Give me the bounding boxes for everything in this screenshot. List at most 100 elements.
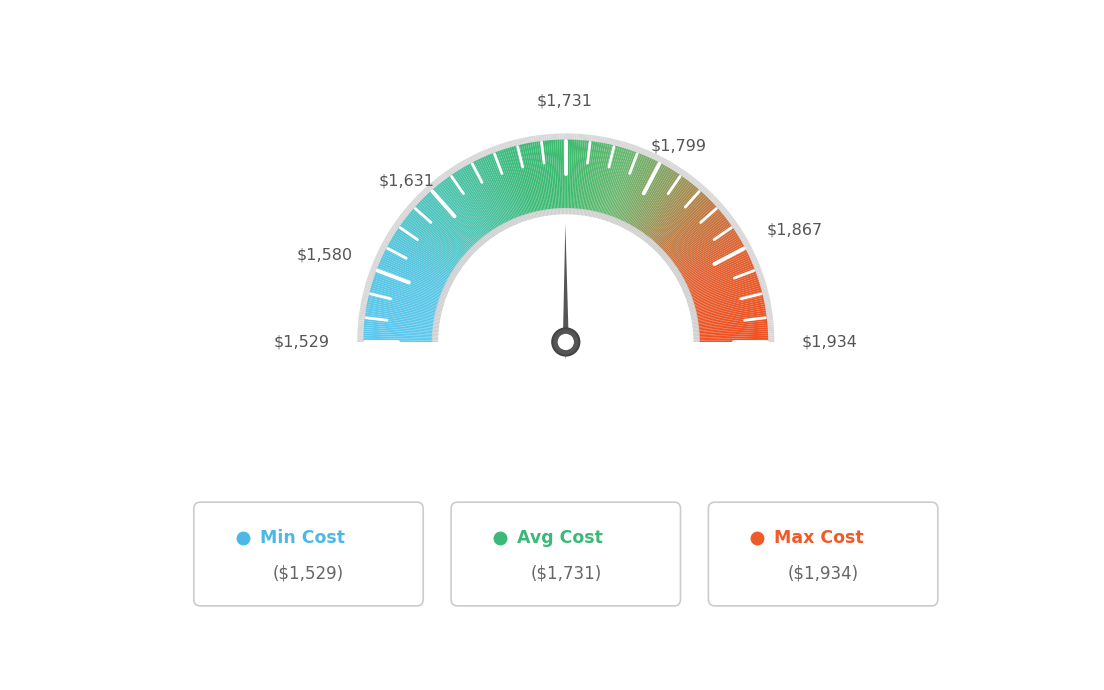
Wedge shape xyxy=(493,146,498,153)
Wedge shape xyxy=(612,217,615,224)
Wedge shape xyxy=(602,137,605,144)
Wedge shape xyxy=(510,219,514,226)
Wedge shape xyxy=(684,295,692,299)
Wedge shape xyxy=(649,185,694,239)
Wedge shape xyxy=(457,170,496,230)
Wedge shape xyxy=(382,241,390,247)
Wedge shape xyxy=(379,264,443,292)
Wedge shape xyxy=(496,227,500,234)
Wedge shape xyxy=(500,224,505,231)
Wedge shape xyxy=(367,302,435,317)
FancyBboxPatch shape xyxy=(194,502,423,606)
Wedge shape xyxy=(665,160,670,168)
Wedge shape xyxy=(518,217,521,224)
Wedge shape xyxy=(575,140,583,209)
Wedge shape xyxy=(411,210,465,256)
Wedge shape xyxy=(400,225,457,266)
Wedge shape xyxy=(435,311,442,314)
Wedge shape xyxy=(670,266,677,270)
Wedge shape xyxy=(683,248,746,282)
Wedge shape xyxy=(629,164,664,225)
Wedge shape xyxy=(546,140,554,209)
Wedge shape xyxy=(735,230,743,236)
Wedge shape xyxy=(511,146,531,214)
Wedge shape xyxy=(523,144,540,212)
Wedge shape xyxy=(537,141,548,210)
Wedge shape xyxy=(457,262,464,267)
Wedge shape xyxy=(448,276,455,281)
Wedge shape xyxy=(533,136,537,144)
Wedge shape xyxy=(681,285,688,289)
Wedge shape xyxy=(607,150,630,216)
Wedge shape xyxy=(371,265,379,270)
Wedge shape xyxy=(433,329,439,331)
Wedge shape xyxy=(375,271,440,297)
Wedge shape xyxy=(422,190,428,197)
Wedge shape xyxy=(654,190,701,243)
Wedge shape xyxy=(628,225,633,232)
Wedge shape xyxy=(596,212,599,219)
Wedge shape xyxy=(687,302,694,305)
Wedge shape xyxy=(364,319,434,328)
Wedge shape xyxy=(493,228,499,235)
Wedge shape xyxy=(563,208,564,215)
Wedge shape xyxy=(479,151,484,159)
Wedge shape xyxy=(370,290,437,309)
Wedge shape xyxy=(698,317,767,326)
Wedge shape xyxy=(692,180,699,187)
Wedge shape xyxy=(461,257,468,262)
Wedge shape xyxy=(652,244,659,250)
Wedge shape xyxy=(432,335,439,337)
Wedge shape xyxy=(532,142,545,210)
Wedge shape xyxy=(470,247,476,253)
Wedge shape xyxy=(364,323,433,331)
Wedge shape xyxy=(584,141,595,210)
Wedge shape xyxy=(692,335,700,337)
Wedge shape xyxy=(359,316,367,319)
Wedge shape xyxy=(599,146,618,213)
Wedge shape xyxy=(569,208,570,215)
Wedge shape xyxy=(363,337,433,341)
Wedge shape xyxy=(689,310,697,313)
Wedge shape xyxy=(364,286,372,290)
Wedge shape xyxy=(635,230,640,236)
Wedge shape xyxy=(567,133,570,141)
Wedge shape xyxy=(705,191,712,198)
Wedge shape xyxy=(640,148,645,156)
Wedge shape xyxy=(595,144,612,213)
Wedge shape xyxy=(650,241,656,248)
Wedge shape xyxy=(604,137,607,145)
Wedge shape xyxy=(604,214,607,221)
Wedge shape xyxy=(661,200,712,250)
Wedge shape xyxy=(692,332,700,334)
Wedge shape xyxy=(641,149,647,157)
Wedge shape xyxy=(737,234,745,239)
Wedge shape xyxy=(651,153,657,161)
Wedge shape xyxy=(687,258,751,288)
Wedge shape xyxy=(432,333,439,335)
Wedge shape xyxy=(687,256,750,286)
Wedge shape xyxy=(645,237,650,243)
Wedge shape xyxy=(595,136,598,144)
Wedge shape xyxy=(581,209,583,216)
Wedge shape xyxy=(560,139,563,209)
Wedge shape xyxy=(670,164,676,171)
Wedge shape xyxy=(541,210,543,217)
Wedge shape xyxy=(767,337,774,340)
Wedge shape xyxy=(612,139,616,146)
Wedge shape xyxy=(363,290,371,294)
Wedge shape xyxy=(767,335,774,338)
Wedge shape xyxy=(662,255,669,261)
Wedge shape xyxy=(580,208,581,216)
Wedge shape xyxy=(461,160,467,168)
Wedge shape xyxy=(588,142,602,210)
Wedge shape xyxy=(360,309,368,313)
Wedge shape xyxy=(666,259,671,264)
Wedge shape xyxy=(452,271,458,276)
Wedge shape xyxy=(560,208,562,215)
Wedge shape xyxy=(390,241,450,277)
Wedge shape xyxy=(620,221,624,228)
Wedge shape xyxy=(438,299,445,303)
Wedge shape xyxy=(447,279,454,283)
Wedge shape xyxy=(767,339,774,342)
